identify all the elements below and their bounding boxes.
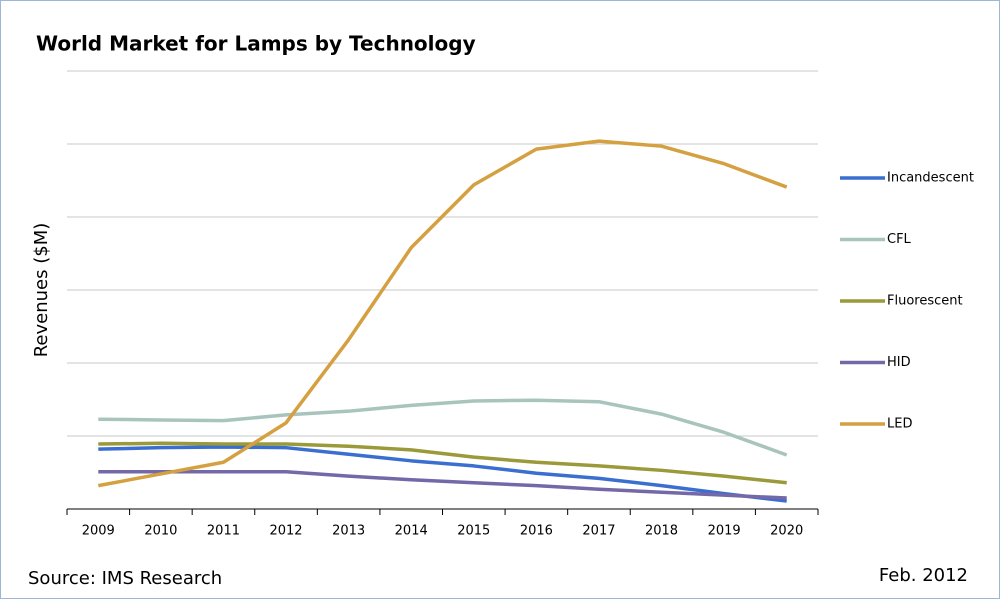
x-tick-label: 2009 — [82, 524, 115, 539]
legend-label: CFL — [887, 232, 912, 247]
x-tick-label: 2012 — [269, 524, 302, 539]
source: Source: IMS Research — [28, 568, 222, 589]
x-tick-label: 2010 — [144, 524, 177, 539]
x-tick-label: 2011 — [207, 524, 240, 539]
y-axis-label: Revenues ($M) — [31, 223, 52, 358]
line-series — [98, 470, 787, 500]
legend-label: LED — [887, 417, 912, 432]
line-series — [98, 398, 788, 457]
x-tick-label: 2019 — [708, 524, 741, 539]
x-tick-label: 2017 — [582, 524, 615, 539]
line-series — [98, 445, 787, 503]
x-tick-label: 2020 — [770, 524, 803, 539]
line-series — [97, 139, 788, 488]
chart-title: World Market for Lamps by Technology — [36, 32, 476, 56]
x-tick-label: 2016 — [520, 524, 553, 539]
legend-label: Incandescent — [887, 171, 974, 186]
line-series — [98, 441, 787, 485]
legend-label: HID — [887, 355, 911, 370]
date-note: Feb. 2012 — [879, 565, 968, 586]
x-tick-label: 2013 — [332, 524, 365, 539]
legend-label: Fluorescent — [887, 294, 963, 309]
x-tick-label: 2014 — [395, 524, 428, 539]
x-tick-label: 2018 — [645, 524, 678, 539]
x-tick-label: 2015 — [457, 524, 490, 539]
